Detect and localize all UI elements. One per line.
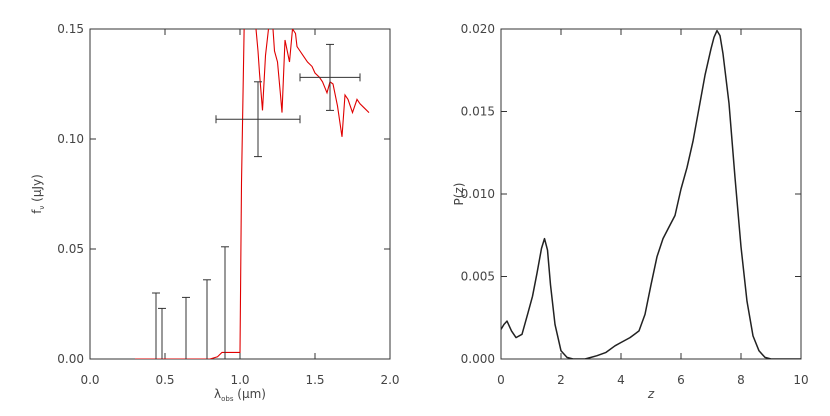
right-x-tick-label: 10: [793, 373, 808, 387]
left-x-tick-label: 2.0: [380, 373, 399, 387]
right-y-axis-title: P(z): [452, 183, 466, 206]
right-x-axis-title: z: [647, 387, 655, 401]
right-y-tick-label: 0.015: [461, 105, 495, 119]
right-x-tick-label: 8: [737, 373, 745, 387]
left-y-tick-label: 0.05: [57, 242, 84, 256]
left-y-tick-label: 0.00: [57, 352, 84, 366]
right-x-tick-label: 6: [677, 373, 685, 387]
model-spectrum-line: [135, 29, 370, 359]
left-plot-data: [135, 29, 370, 359]
right-y-tick-label: 0.000: [461, 352, 495, 366]
right-chart-pz: 0 2 4 6 8 10 0.000 0.005 0.010 0.015 0.020 z P(z): [452, 22, 809, 401]
right-y-tick-label: 0.005: [461, 270, 495, 284]
right-y-tick-label: 0.020: [461, 22, 495, 36]
right-plot-data: [501, 29, 801, 359]
left-x-tick-label: 0.0: [80, 373, 99, 387]
right-x-tick-label: 4: [617, 373, 625, 387]
right-plot-frame: [500, 28, 802, 360]
left-x-tick-label: 1.5: [305, 373, 324, 387]
right-y-tick-label: 0.010: [461, 187, 495, 201]
right-axis-ticks: 0 2 4 6 8 10 0.000 0.005 0.010 0.015 0.020: [461, 22, 809, 387]
left-axis-ticks: 0.0 0.5 1.0 1.5 2.0 0.00 0.05 0.10 0.15: [57, 22, 399, 387]
left-y-tick-label: 0.15: [57, 22, 84, 36]
left-y-axis-title: fν (μJy): [30, 174, 46, 214]
pz-curve-line: [501, 29, 801, 359]
left-x-tick-label: 0.5: [155, 373, 174, 387]
left-x-tick-label: 1.0: [230, 373, 249, 387]
left-y-tick-label: 0.10: [57, 132, 84, 146]
left-x-axis-title: λobs (μm): [214, 387, 266, 403]
right-x-tick-label: 2: [557, 373, 565, 387]
left-chart-spectrum: 0.0 0.5 1.0 1.5 2.0 0.00 0.05 0.10 0.15 λobs (μm…: [30, 22, 400, 403]
right-x-tick-label: 0: [497, 373, 505, 387]
